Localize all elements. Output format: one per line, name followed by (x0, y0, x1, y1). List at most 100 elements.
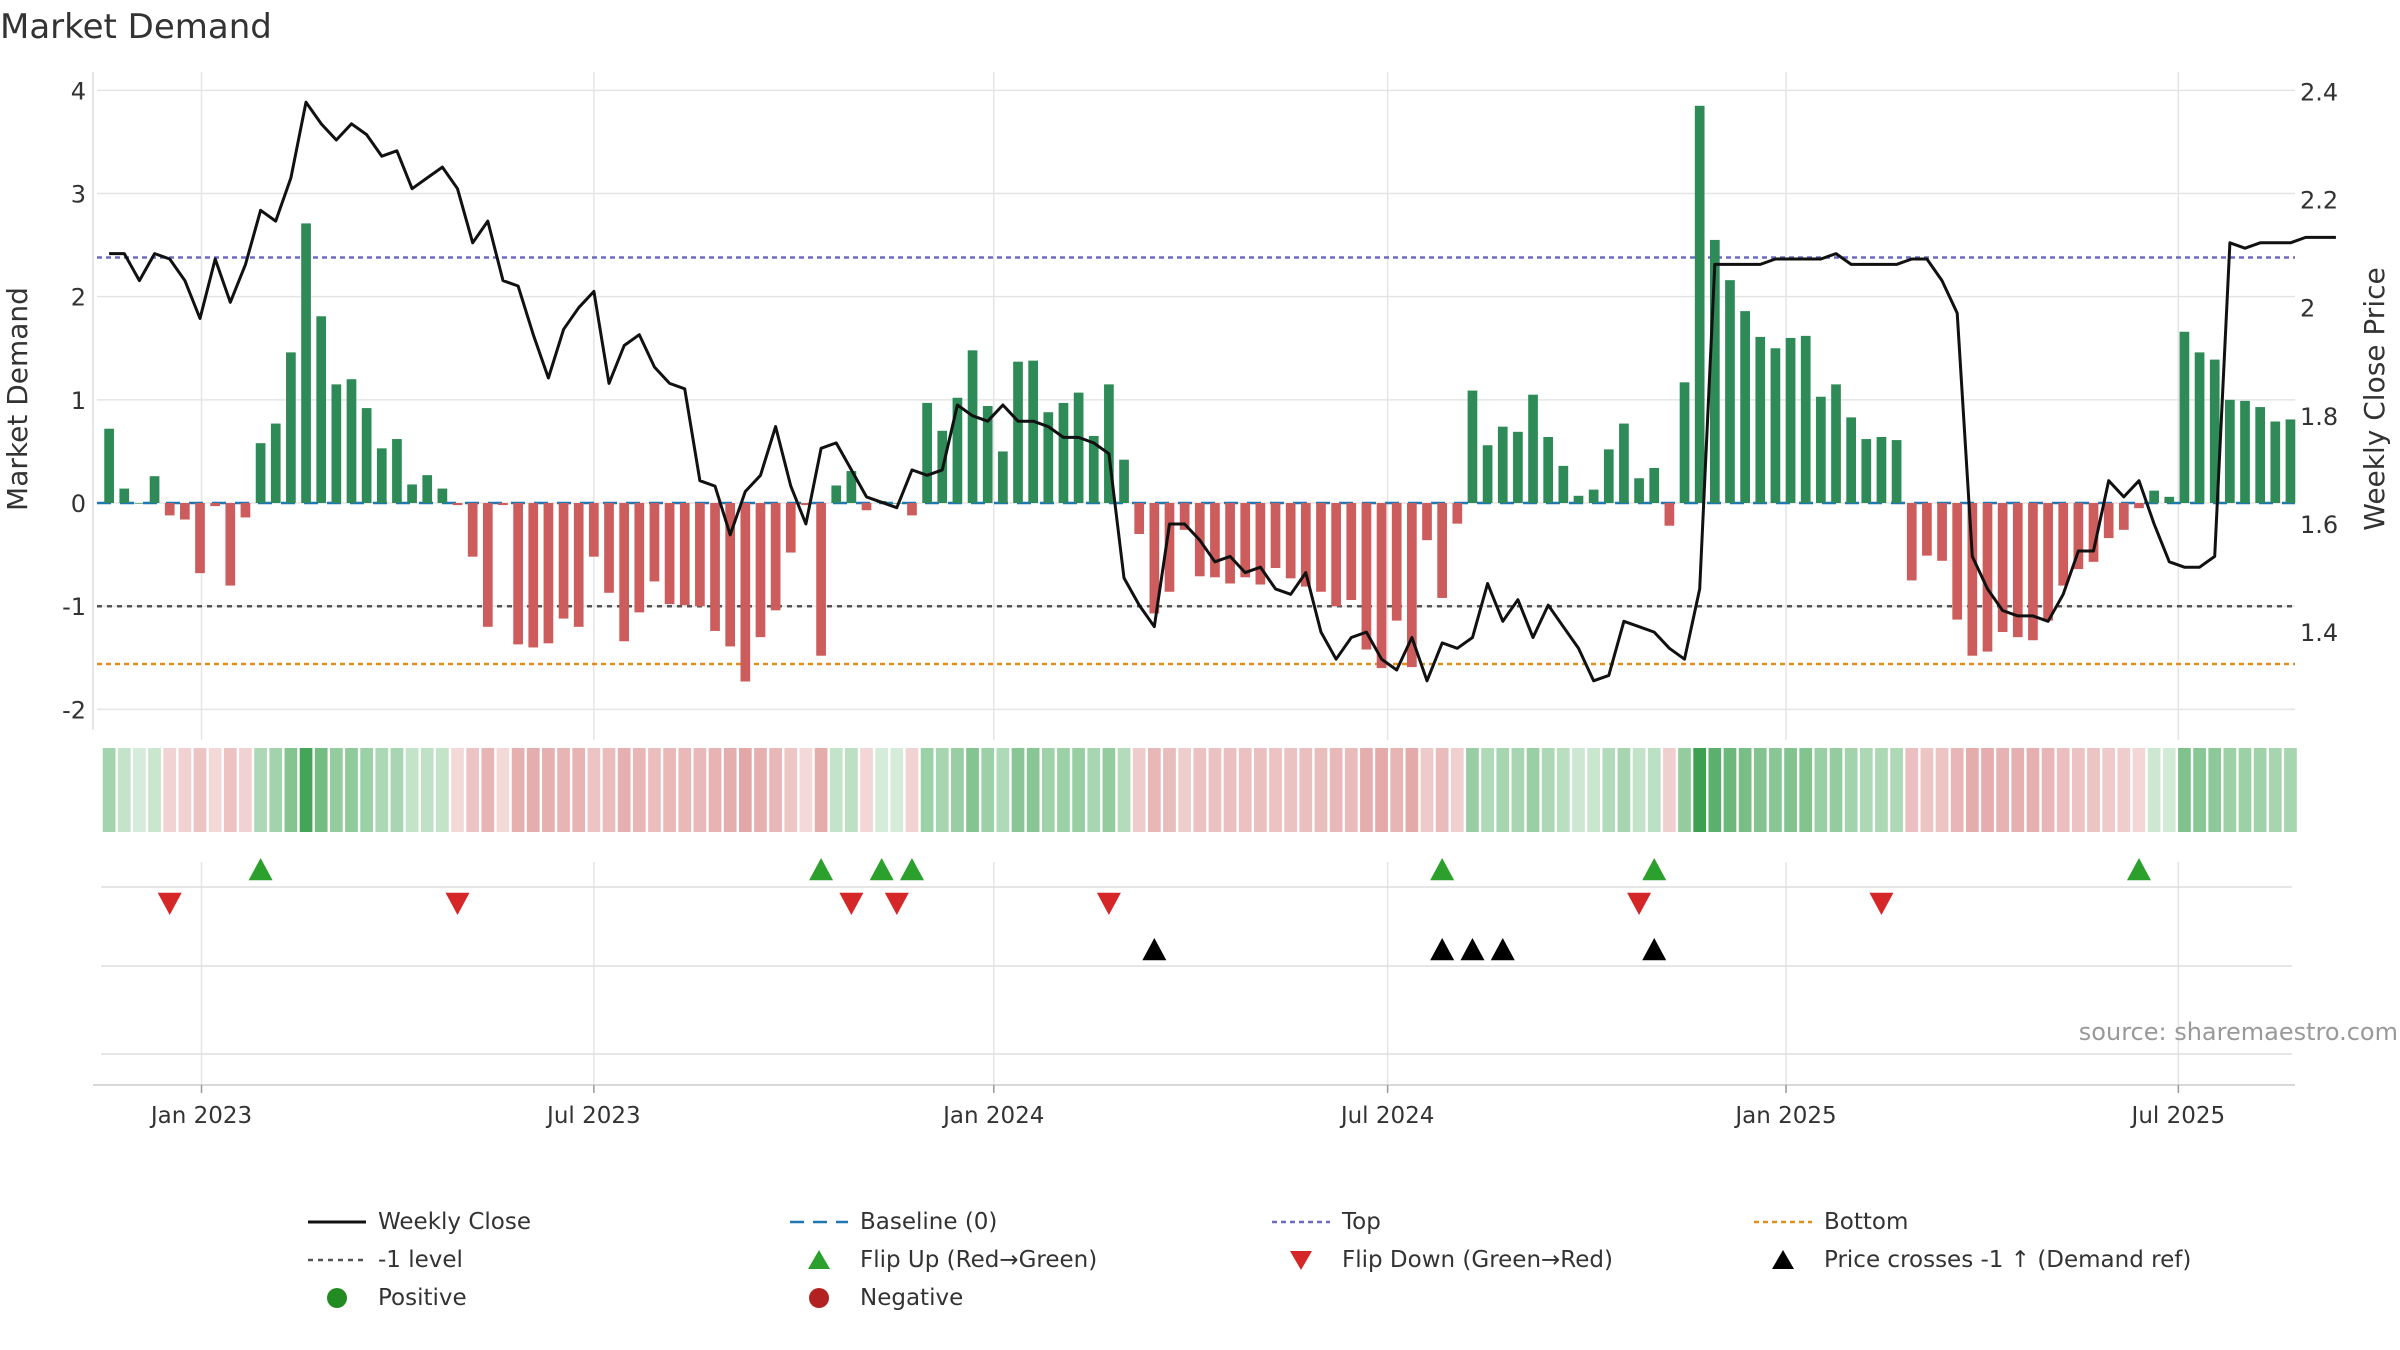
strip-cell (1496, 748, 1510, 832)
demand-bar (225, 503, 236, 586)
strip-cell (1329, 748, 1343, 832)
strip-cell (1799, 748, 1813, 832)
strip-cell (1663, 748, 1676, 832)
y2-tick-label: 1.8 (2300, 403, 2338, 431)
strip-cell (769, 748, 783, 832)
strip-cell (1481, 748, 1494, 832)
strip-cell (935, 748, 949, 832)
strip-cell (1693, 748, 1707, 832)
legend-item-bottom: Bottom (1752, 1204, 1908, 1240)
demand-bar (2043, 503, 2053, 621)
legend-item-flip-down: Flip Down (Green→Red) (1270, 1242, 1613, 1278)
demand-bar (180, 503, 190, 520)
demand-bar (392, 439, 402, 504)
demand-bar (543, 503, 554, 644)
strip-cell (723, 748, 737, 832)
demand-bar (952, 397, 963, 504)
legend-item-minus-one: -1 level (306, 1242, 463, 1278)
demand-bar (1997, 503, 2008, 632)
demand-bar (604, 503, 614, 593)
strip-cell (1102, 748, 1116, 832)
strip-cell (299, 748, 313, 832)
demand-bar (1679, 382, 1690, 504)
strip-cell (223, 748, 237, 832)
demand-bar (679, 503, 690, 606)
legend-label: Baseline (0) (860, 1209, 998, 1235)
strip-cell (1178, 748, 1192, 832)
demand-bar (1543, 436, 1554, 504)
strip-cell (420, 748, 434, 832)
strip-cell (375, 748, 389, 832)
strip-cell (2223, 748, 2237, 832)
strip-cell (2072, 748, 2085, 832)
demand-bar (1558, 465, 1569, 504)
demand-bar (316, 316, 327, 504)
legend-swatch (1272, 1220, 1330, 1224)
strip-cell (572, 748, 586, 832)
price-cross-marker (1460, 938, 1485, 961)
strip-cell (1057, 748, 1070, 832)
strip-cell (102, 748, 116, 832)
demand-bar (1816, 396, 1826, 504)
strip-cell (390, 748, 404, 832)
strip-cell (1147, 748, 1161, 832)
demand-bar (982, 406, 993, 504)
legend-label: Flip Up (Red→Green) (860, 1247, 1098, 1273)
strip-cell (1360, 748, 1373, 832)
strip-cell (1632, 748, 1646, 832)
demand-bar (1179, 503, 1190, 530)
strip-cell (178, 748, 192, 832)
demand-bar (1043, 412, 1054, 504)
strip-cell (905, 748, 919, 832)
event-markers (101, 858, 2292, 1055)
demand-bar (1164, 503, 1175, 592)
strip-cell (1314, 748, 1328, 832)
strip-cell (1284, 748, 1298, 832)
demand-bar (286, 352, 296, 504)
legend-swatch (1290, 1251, 1312, 1270)
strip-cell (1041, 748, 1055, 832)
strip-cell (360, 748, 373, 832)
weekly-close-line (109, 100, 2336, 683)
strip-cell (617, 748, 631, 832)
price-cross-marker (1490, 938, 1515, 961)
strip-cell (208, 748, 222, 832)
legend-label: Negative (860, 1285, 964, 1311)
demand-bar (1755, 336, 1766, 504)
y2-tick-label: 1.6 (2300, 511, 2338, 539)
strip-cell (345, 748, 358, 832)
demand-bar (1437, 503, 1448, 598)
strip-cell (284, 748, 298, 832)
demand-bar (1270, 503, 1281, 569)
y-tick-label: 2 (71, 284, 86, 312)
demand-bar (1906, 503, 1917, 581)
demand-bar (1649, 467, 1660, 504)
strip-cell (511, 748, 525, 832)
flip-down-marker (1869, 892, 1894, 915)
strip-cell (1450, 748, 1464, 832)
demand-bar (1876, 436, 1887, 504)
demand-bar (649, 503, 660, 582)
legend-item-top: Top (1270, 1204, 1381, 1240)
demand-bar (755, 503, 766, 638)
demand-bar (104, 428, 114, 504)
demand-bar (346, 379, 357, 504)
demand-bar (301, 223, 311, 504)
demand-bar (2012, 503, 2023, 638)
legend-label: Flip Down (Green→Red) (1342, 1247, 1613, 1273)
demand-bar (1331, 503, 1341, 607)
demand-bar (2149, 490, 2159, 504)
strip-cell (1814, 748, 1828, 832)
demand-bar (1452, 503, 1463, 524)
strip-cell (481, 748, 495, 832)
x-tick-label: Jan 2024 (941, 1103, 1044, 1129)
demand-bar (573, 503, 584, 627)
strip-cell (845, 748, 858, 832)
reference-levels (97, 256, 2295, 666)
strip-cell (1556, 748, 1570, 832)
demand-bar (1513, 431, 1523, 504)
legend-swatch (809, 1288, 829, 1308)
strip-cell (1844, 748, 1858, 832)
demand-bar (361, 408, 372, 504)
y-tick-label: 0 (71, 490, 86, 518)
